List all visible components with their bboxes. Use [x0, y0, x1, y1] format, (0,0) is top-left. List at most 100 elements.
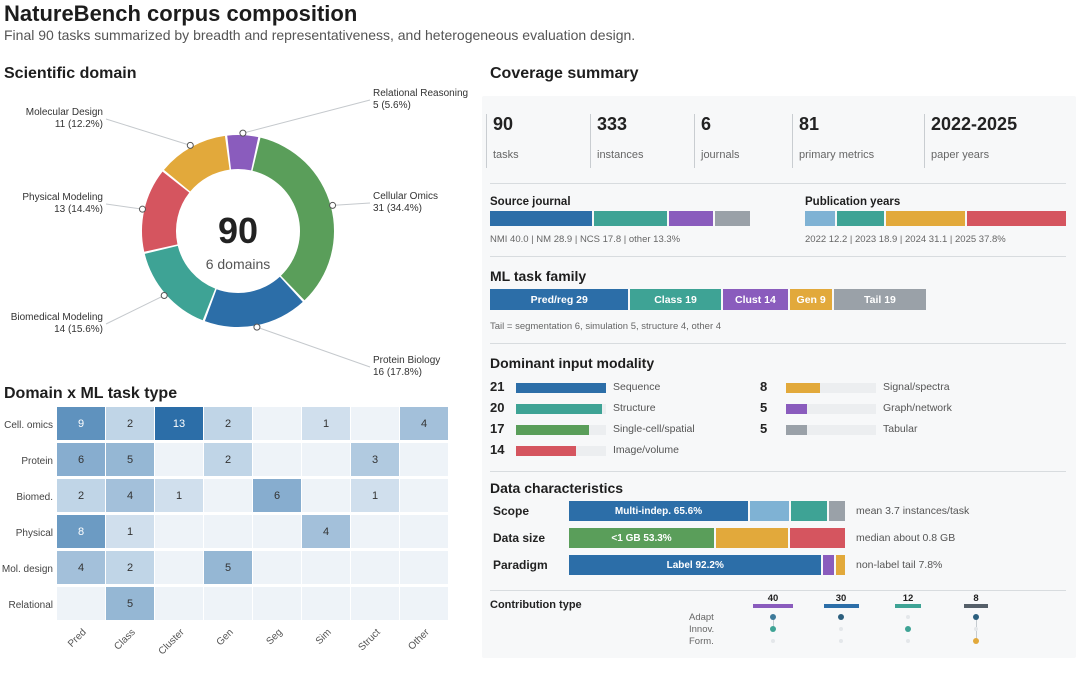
heatmap-cell: 4 — [302, 515, 350, 548]
heatmap-cell: 6 — [253, 479, 301, 512]
domain-task-heatmap: Cell. omics 9 2 13 2 1 4 Protein 6 5 2 3 Biomed. 2 4 1 6… — [0, 405, 460, 675]
kpi-value: 6 — [701, 114, 712, 134]
heatmap-cell — [253, 443, 301, 476]
data-char-note: non-label tail 7.8% — [856, 559, 943, 571]
page-title: NatureBench corpus composition — [4, 1, 358, 26]
data-char-label: Paradigm — [493, 558, 548, 572]
heatmap-row-label: Biomed. — [16, 492, 53, 503]
heatmap-cell: 13 — [155, 407, 203, 440]
modality-row: 17 Single-cell/spatial — [490, 421, 750, 437]
data-char-segment — [823, 555, 836, 575]
donut-slice — [144, 245, 216, 321]
contribution-count: 30 — [835, 593, 847, 604]
donut-leader-dot — [138, 205, 146, 213]
heatmap-col-label: Gen — [214, 627, 236, 649]
heatmap-cell — [351, 551, 399, 584]
donut-leader-line — [105, 203, 143, 210]
page-subtitle: Final 90 tasks summarized by breadth and… — [4, 27, 636, 43]
kpi-value: 2022-2025 — [931, 114, 1018, 134]
modality-bar — [516, 425, 589, 435]
kpi-value: 81 — [799, 114, 820, 134]
contribution-dot — [770, 626, 776, 632]
stacked-segment — [715, 211, 750, 226]
heatmap-cell — [155, 587, 203, 620]
data-char-segment — [835, 555, 845, 575]
modality-count: 21 — [490, 379, 505, 394]
modality-count: 5 — [760, 400, 768, 415]
donut-slice-label: Physical Modeling 13 (14.4%) — [0, 192, 103, 216]
heatmap-col-label: Other — [406, 627, 432, 653]
contribution-dot-empty — [906, 639, 910, 643]
contribution-row-label: Adapt — [689, 612, 714, 623]
contribution-dot — [973, 614, 979, 620]
stacked-segment — [836, 211, 887, 226]
modality-label: Sequence — [613, 381, 661, 393]
divider — [490, 343, 1066, 344]
modality-track — [516, 446, 606, 456]
data-char-bar: <1 GB 53.3% — [569, 528, 845, 548]
family-segment: Tail 19 — [833, 289, 926, 310]
heatmap-cell — [204, 479, 252, 512]
modality-count: 5 — [760, 421, 768, 436]
donut-slice-value: 11 (12.2%) — [54, 119, 103, 130]
coverage-panel: 90 tasks 333 instances 6 journals 81 primary me… — [482, 96, 1076, 658]
donut-slice-value: 16 (17.8%) — [373, 367, 422, 378]
heatmap-cell — [253, 515, 301, 548]
donut-leader-dot — [186, 141, 194, 149]
heatmap-col-label: Class — [112, 627, 138, 653]
kpi-block: 90 tasks — [486, 114, 519, 168]
heatmap-cell: 1 — [351, 479, 399, 512]
contribution-dot — [973, 638, 979, 644]
divider — [490, 256, 1066, 257]
contribution-dot-empty — [906, 615, 910, 619]
kpi-block: 6 journals — [694, 114, 740, 168]
heatmap-cell — [155, 515, 203, 548]
modality-count: 8 — [760, 379, 768, 394]
contribution-dot-empty — [839, 627, 843, 631]
family-stacked-bar: Pred/reg 29 Class 19 Clust 14 Gen 9 Tail 19 — [490, 289, 926, 310]
heatmap-cell: 6 — [57, 443, 105, 476]
modality-count: 17 — [490, 421, 505, 436]
heatmap-cell: 5 — [204, 551, 252, 584]
coverage-section-title: Coverage summary — [490, 65, 639, 82]
years-stacked-bar — [805, 211, 1066, 226]
data-char-label: Data size — [493, 531, 546, 545]
modality-bar — [516, 383, 606, 393]
modality-track — [516, 383, 606, 393]
data-char-segment — [791, 501, 829, 521]
donut-slice — [204, 276, 303, 327]
heatmap-cell — [400, 443, 448, 476]
donut-leader-dot — [160, 291, 168, 299]
contribution-row-label: Innov. — [689, 624, 715, 635]
modality-label: Tabular — [883, 423, 918, 435]
heatmap-cell — [204, 587, 252, 620]
heatmap-cell — [253, 587, 301, 620]
heatmap-cell: 8 — [57, 515, 105, 548]
family-title: ML task family — [490, 268, 587, 284]
kpi-block: 333 instances — [590, 114, 643, 168]
family-segment: Class 19 — [630, 289, 723, 310]
modality-track — [516, 425, 606, 435]
donut-slice-name: Protein Biology — [373, 355, 441, 366]
data-char-segment: Multi-indep. 65.6% — [569, 501, 751, 521]
heatmap-cell — [253, 551, 301, 584]
heatmap-row-label: Mol. design — [1, 564, 53, 575]
modality-title: Dominant input modality — [490, 355, 655, 371]
donut-slice — [163, 135, 230, 192]
journal-title: Source journal — [490, 196, 571, 208]
heatmap-cell — [351, 587, 399, 620]
stacked-segment — [594, 211, 670, 226]
donut-center-label: 6 domains — [206, 256, 271, 272]
heatmap-cell: 5 — [106, 443, 154, 476]
heatmap-cell: 2 — [57, 479, 105, 512]
donut-slice-name: Biomedical Modeling — [10, 312, 103, 323]
stacked-segment — [805, 211, 837, 226]
heatmap-row-label: Protein — [21, 456, 53, 467]
heatmap-col-label: Pred — [66, 627, 89, 650]
modality-row: 8 Signal/spectra — [760, 379, 1020, 395]
modality-bar — [786, 383, 821, 393]
heatmap-cell: 1 — [155, 479, 203, 512]
heatmap-cell: 1 — [106, 515, 154, 548]
journal-stacked-bar — [490, 211, 750, 226]
kpi-block: 2022-2025 paper years — [924, 114, 1017, 168]
